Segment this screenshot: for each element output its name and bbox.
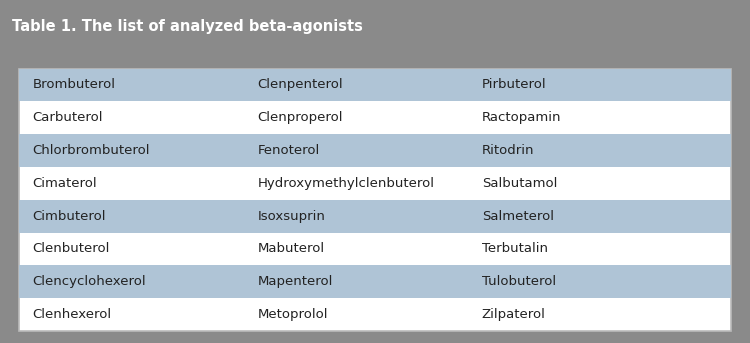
Text: Cimbuterol: Cimbuterol [32, 210, 106, 223]
Text: Cimaterol: Cimaterol [32, 177, 97, 190]
Text: Tulobuterol: Tulobuterol [482, 275, 556, 288]
Text: Ritodrin: Ritodrin [482, 144, 534, 157]
Bar [19, 200, 731, 233]
Text: Clenproperol: Clenproperol [257, 111, 343, 124]
Text: Clencyclohexerol: Clencyclohexerol [32, 275, 146, 288]
Text: Fenoterol: Fenoterol [257, 144, 320, 157]
Bar [19, 69, 731, 102]
Text: Mapenterol: Mapenterol [257, 275, 333, 288]
Text: Mabuterol: Mabuterol [257, 243, 325, 256]
Text: Clenbuterol: Clenbuterol [32, 243, 110, 256]
Text: Pirbuterol: Pirbuterol [482, 79, 547, 92]
Text: Clenpenterol: Clenpenterol [257, 79, 343, 92]
Bar [19, 265, 731, 298]
Text: Table 1. The list of analyzed beta-agonists: Table 1. The list of analyzed beta-agoni… [12, 19, 363, 34]
Text: Ractopamin: Ractopamin [482, 111, 561, 124]
Text: Metoprolol: Metoprolol [257, 308, 328, 321]
FancyBboxPatch shape [19, 69, 731, 331]
Text: Hydroxymethylclenbuterol: Hydroxymethylclenbuterol [257, 177, 434, 190]
Text: Salbutamol: Salbutamol [482, 177, 557, 190]
Text: Zilpaterol: Zilpaterol [482, 308, 546, 321]
Text: Salmeterol: Salmeterol [482, 210, 554, 223]
Text: Clenhexerol: Clenhexerol [32, 308, 111, 321]
Bar [19, 134, 731, 167]
Bar [0, 0, 750, 53]
Text: Brombuterol: Brombuterol [32, 79, 116, 92]
Text: Isoxsuprin: Isoxsuprin [257, 210, 326, 223]
Text: Carbuterol: Carbuterol [32, 111, 103, 124]
Text: Chlorbrombuterol: Chlorbrombuterol [32, 144, 150, 157]
Text: Terbutalin: Terbutalin [482, 243, 548, 256]
